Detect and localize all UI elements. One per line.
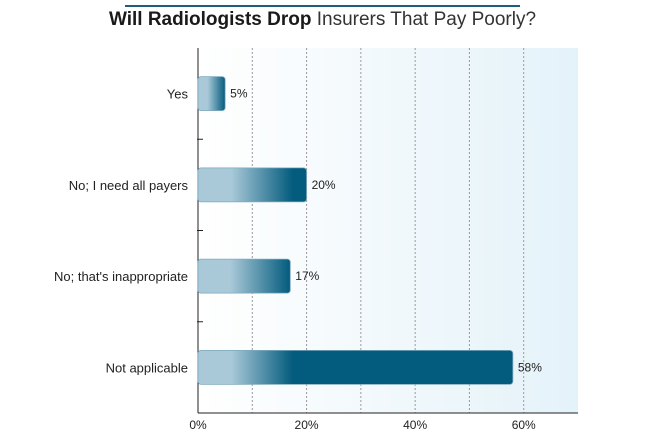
chart-title-rest: Insurers That Pay Poorly? <box>316 9 537 30</box>
bar-value-label: 20% <box>312 178 336 192</box>
category-label: No; that's inappropriate <box>54 269 188 284</box>
bar-value-label: 58% <box>518 360 542 374</box>
bar <box>197 349 514 385</box>
chart-title-bold: Will Radiologists Drop <box>108 9 312 30</box>
bar <box>197 167 307 203</box>
bar <box>197 76 226 112</box>
x-tick-label: 40% <box>403 418 427 432</box>
chart-title: Will Radiologists Drop Insurers That Pay… <box>0 9 645 31</box>
bar-value-label: 5% <box>230 87 248 101</box>
x-tick-label: 60% <box>512 418 536 432</box>
bar-value-label: 17% <box>295 269 319 283</box>
x-tick-label: 0% <box>189 418 207 432</box>
category-label: Yes <box>167 87 189 102</box>
title-rule <box>125 5 520 7</box>
category-label: No; I need all payers <box>69 178 189 193</box>
chart-title-area: Will Radiologists Drop Insurers That Pay… <box>0 0 645 38</box>
bar <box>197 258 291 294</box>
x-tick-label: 20% <box>295 418 319 432</box>
category-label: Not applicable <box>106 360 188 375</box>
